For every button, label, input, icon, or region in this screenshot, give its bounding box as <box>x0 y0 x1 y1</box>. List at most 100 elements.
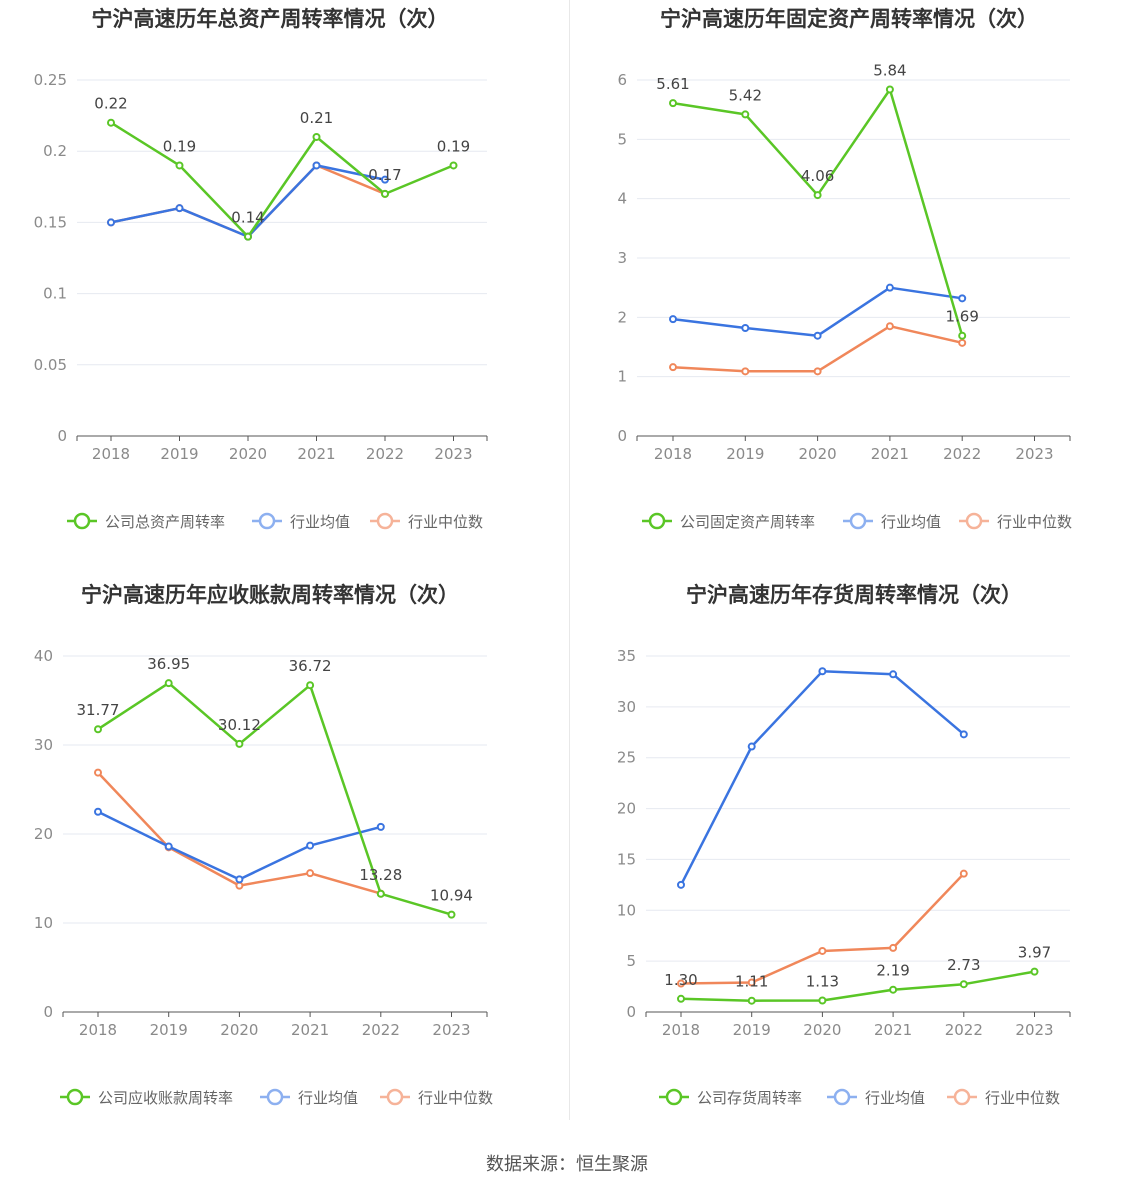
data-label: 31.77 <box>77 701 120 719</box>
data-point-company[interactable] <box>959 980 968 989</box>
series-line-avg <box>679 670 965 886</box>
x-tick-label: 2020 <box>220 1021 258 1039</box>
legend-item-median[interactable]: 行业中位数 <box>947 1088 1060 1107</box>
data-point-company[interactable] <box>889 985 898 994</box>
data-point-median[interactable] <box>669 363 677 372</box>
data-point-company[interactable] <box>669 99 677 108</box>
legend-marker <box>73 512 91 530</box>
chart-svg-1: 宁沪高速历年总资产周转率情况（次） 0 0.05 0.1 0.15 0.2 0.25 2018… <box>34 7 488 531</box>
data-point-avg[interactable] <box>381 175 389 184</box>
data-point-median[interactable] <box>94 768 102 777</box>
data-point-company[interactable] <box>747 996 756 1005</box>
legend-item-median[interactable]: 行业中位数 <box>959 512 1072 531</box>
data-point-median[interactable] <box>677 979 685 988</box>
x-tick-label: 2019 <box>150 1021 188 1039</box>
x-tick-label: 2023 <box>1015 1021 1053 1039</box>
x-tick-label: 2020 <box>799 445 837 463</box>
chart-panel-fixed-asset-turnover: 宁沪高速历年固定资产周转率情况（次） 0 1 2 3 4 5 6 2018 2019 2020 202… <box>567 0 1134 576</box>
y-tick-label: 40 <box>34 647 53 665</box>
data-label: 0.14 <box>231 209 264 227</box>
y-tick-label: 20 <box>34 825 53 843</box>
data-point-company[interactable] <box>381 189 389 198</box>
legend-item-company[interactable]: 公司存货周转率 <box>659 1088 802 1107</box>
legend-item-avg[interactable]: 行业均值 <box>827 1088 925 1107</box>
data-point-company[interactable] <box>164 679 173 688</box>
data-point-avg[interactable] <box>164 842 173 851</box>
data-point-avg[interactable] <box>889 670 898 679</box>
data-point-company[interactable] <box>958 331 967 340</box>
data-point-median[interactable] <box>813 367 822 376</box>
data-point-company[interactable] <box>677 994 685 1003</box>
data-point-median[interactable] <box>306 869 315 878</box>
legend-label: 行业中位数 <box>408 513 483 531</box>
data-point-company[interactable] <box>376 889 385 898</box>
data-point-median[interactable] <box>741 367 750 376</box>
data-point-company[interactable] <box>885 85 894 94</box>
data-point-company[interactable] <box>741 110 750 119</box>
data-point-avg[interactable] <box>376 822 385 831</box>
series-line-avg <box>672 286 963 337</box>
legend-marker <box>386 1088 404 1106</box>
data-label: 36.72 <box>289 657 332 675</box>
x-tick-label: 2019 <box>160 445 198 463</box>
data-point-company[interactable] <box>244 232 252 241</box>
data-point-company[interactable] <box>94 725 102 734</box>
data-point-median[interactable] <box>885 322 894 331</box>
legend-item-avg[interactable]: 行业均值 <box>843 512 941 531</box>
data-point-avg[interactable] <box>741 324 750 333</box>
data-point-median[interactable] <box>235 881 244 890</box>
data-point-avg[interactable] <box>958 294 967 303</box>
legend-item-avg[interactable]: 行业均值 <box>260 1088 358 1107</box>
y-tick-label: 0.2 <box>43 142 67 160</box>
x-tick-label: 2018 <box>79 1021 117 1039</box>
data-point-median[interactable] <box>959 869 968 878</box>
legend-item-avg[interactable]: 行业均值 <box>252 512 350 531</box>
legend-item-median[interactable]: 行业中位数 <box>370 512 483 531</box>
data-point-avg[interactable] <box>818 667 827 676</box>
data-point-company[interactable] <box>235 739 244 748</box>
legend-item-median[interactable]: 行业中位数 <box>380 1088 493 1107</box>
data-point-avg[interactable] <box>94 807 102 816</box>
data-point-company[interactable] <box>447 910 456 919</box>
data-point-company[interactable] <box>449 161 458 170</box>
chart-svg-2: 宁沪高速历年固定资产周转率情况（次） 0 1 2 3 4 5 6 2018 2019 2020 202… <box>617 7 1072 531</box>
legend-marker <box>665 1088 683 1106</box>
data-point-company[interactable] <box>818 996 827 1005</box>
data-point-avg[interactable] <box>677 880 685 889</box>
legend-item-company[interactable]: 公司应收账款周转率 <box>60 1088 233 1107</box>
data-point-company[interactable] <box>175 161 184 170</box>
chart-panel-inventory-turnover: 宁沪高速历年存货周转率情况（次） 0 5 10 15 20 25 30 35 2018 2019 20… <box>567 576 1134 1152</box>
data-point-avg[interactable] <box>107 218 115 227</box>
series-line-avg <box>97 810 382 881</box>
legend-item-company[interactable]: 公司总资产周转率 <box>67 512 225 531</box>
data-point-avg[interactable] <box>235 875 244 884</box>
data-point-company[interactable] <box>813 191 822 200</box>
chart-panel-receivable-turnover: 宁沪高速历年应收账款周转率情况（次） 0 10 20 30 40 2018 2019 2020 2… <box>0 576 567 1152</box>
data-point-company[interactable] <box>107 118 115 127</box>
legend-label: 公司固定资产周转率 <box>680 513 815 531</box>
legend-label: 公司总资产周转率 <box>105 513 225 531</box>
y-tick-label: 0 <box>43 1003 53 1021</box>
data-point-median[interactable] <box>747 978 756 987</box>
data-point-company[interactable] <box>1030 967 1039 976</box>
y-tick-label: 0 <box>57 427 67 445</box>
y-tick-label: 10 <box>617 901 636 919</box>
y-tick-label: 0.1 <box>43 285 67 303</box>
data-point-median[interactable] <box>889 943 898 952</box>
data-point-median[interactable] <box>958 338 967 347</box>
data-point-avg[interactable] <box>959 730 968 739</box>
legend-label: 公司应收账款周转率 <box>98 1089 233 1107</box>
data-point-avg[interactable] <box>175 204 184 213</box>
data-point-company[interactable] <box>312 132 321 141</box>
data-point-avg[interactable] <box>747 742 756 751</box>
data-point-company[interactable] <box>306 681 315 690</box>
data-point-avg[interactable] <box>885 283 894 292</box>
data-label: 2.73 <box>947 956 980 974</box>
data-point-avg[interactable] <box>312 161 321 170</box>
data-point-avg[interactable] <box>669 315 677 324</box>
data-point-median[interactable] <box>818 946 827 955</box>
y-tick-label: 3 <box>617 249 627 267</box>
data-point-avg[interactable] <box>813 331 822 340</box>
legend-item-company[interactable]: 公司固定资产周转率 <box>642 512 815 531</box>
data-point-avg[interactable] <box>306 841 315 850</box>
